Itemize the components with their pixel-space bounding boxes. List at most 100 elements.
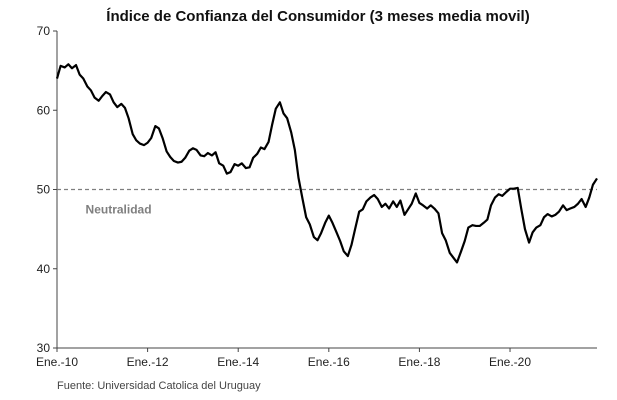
data-point bbox=[169, 156, 171, 158]
data-point bbox=[222, 165, 224, 167]
data-point bbox=[501, 195, 503, 197]
data-point bbox=[505, 191, 507, 193]
x-tick-label: Ene.-20 bbox=[489, 355, 531, 369]
data-point bbox=[271, 124, 273, 126]
data-point bbox=[588, 196, 590, 198]
data-point bbox=[56, 78, 58, 80]
data-point bbox=[336, 231, 338, 233]
x-tick-label: Ene.-14 bbox=[217, 355, 259, 369]
data-point bbox=[60, 65, 62, 67]
data-point bbox=[132, 133, 134, 135]
data-point bbox=[211, 154, 213, 156]
chart-title: Índice de Confianza del Consumidor (3 me… bbox=[106, 8, 529, 25]
data-point bbox=[460, 250, 462, 252]
data-point bbox=[328, 215, 330, 217]
data-point bbox=[373, 194, 375, 196]
data-point bbox=[399, 200, 401, 202]
data-point bbox=[94, 97, 96, 99]
data-point bbox=[569, 208, 571, 210]
data-point bbox=[150, 137, 152, 139]
data-point bbox=[452, 257, 454, 259]
data-point bbox=[479, 225, 481, 227]
data-point bbox=[234, 163, 236, 165]
y-tick-label: 60 bbox=[37, 103, 51, 117]
data-point bbox=[471, 224, 473, 226]
series-points bbox=[56, 63, 598, 263]
data-point bbox=[562, 204, 564, 206]
data-point bbox=[445, 239, 447, 241]
data-point bbox=[166, 150, 168, 152]
data-point bbox=[426, 208, 428, 210]
data-point bbox=[207, 152, 209, 154]
data-point bbox=[90, 89, 92, 91]
data-point bbox=[517, 187, 519, 189]
data-point bbox=[343, 250, 345, 252]
data-point bbox=[124, 107, 126, 109]
data-point bbox=[215, 151, 217, 153]
data-point bbox=[64, 66, 66, 68]
data-point bbox=[177, 162, 179, 164]
data-point bbox=[543, 216, 545, 218]
data-point bbox=[498, 193, 500, 195]
data-point bbox=[297, 177, 299, 179]
data-point bbox=[554, 214, 556, 216]
data-point bbox=[305, 216, 307, 218]
data-point bbox=[407, 208, 409, 210]
data-point bbox=[486, 219, 488, 221]
data-point bbox=[181, 161, 183, 163]
data-point bbox=[147, 142, 149, 144]
data-point bbox=[173, 160, 175, 162]
data-point bbox=[226, 173, 228, 175]
data-point bbox=[237, 165, 239, 167]
data-point bbox=[75, 64, 77, 66]
data-point bbox=[268, 141, 270, 143]
data-point bbox=[252, 157, 254, 159]
data-point bbox=[581, 198, 583, 200]
data-point bbox=[143, 144, 145, 146]
data-point bbox=[98, 100, 100, 102]
data-point bbox=[358, 211, 360, 213]
data-point bbox=[464, 240, 466, 242]
data-point bbox=[415, 192, 417, 194]
data-point bbox=[192, 147, 194, 149]
data-point bbox=[101, 95, 103, 97]
data-point bbox=[331, 222, 333, 224]
data-point bbox=[286, 117, 288, 119]
data-point bbox=[592, 184, 594, 186]
data-point bbox=[302, 198, 304, 200]
data-point bbox=[203, 155, 205, 157]
data-point bbox=[403, 214, 405, 216]
y-tick-label: 40 bbox=[37, 262, 51, 276]
data-point bbox=[109, 93, 111, 95]
data-point bbox=[551, 215, 553, 217]
data-point bbox=[467, 227, 469, 229]
data-point bbox=[158, 127, 160, 129]
data-point bbox=[71, 67, 73, 69]
data-point bbox=[513, 188, 515, 190]
data-point bbox=[279, 101, 281, 103]
data-point bbox=[313, 236, 315, 238]
data-point bbox=[218, 162, 220, 164]
x-tick-label: Ene.-16 bbox=[308, 355, 350, 369]
data-point bbox=[411, 203, 413, 205]
x-axis-ticks: Ene.-10 Ene.-12 Ene.-14 Ene.-16 Ene.-18 Ene.-… bbox=[36, 348, 531, 369]
x-tick-label: Ene.-12 bbox=[127, 355, 169, 369]
x-tick-label: Ene.-18 bbox=[398, 355, 440, 369]
data-point bbox=[241, 162, 243, 164]
data-point bbox=[456, 261, 458, 263]
data-point bbox=[388, 208, 390, 210]
data-point bbox=[324, 222, 326, 224]
data-point bbox=[135, 139, 137, 141]
data-point bbox=[79, 74, 81, 76]
data-point bbox=[596, 177, 598, 179]
data-point bbox=[67, 63, 69, 65]
data-point bbox=[263, 148, 265, 150]
data-point bbox=[532, 231, 534, 233]
data-point bbox=[494, 196, 496, 198]
data-point bbox=[196, 149, 198, 151]
data-point bbox=[139, 143, 141, 145]
data-point bbox=[539, 224, 541, 226]
data-point bbox=[365, 200, 367, 202]
data-point bbox=[490, 204, 492, 206]
data-point bbox=[188, 150, 190, 152]
